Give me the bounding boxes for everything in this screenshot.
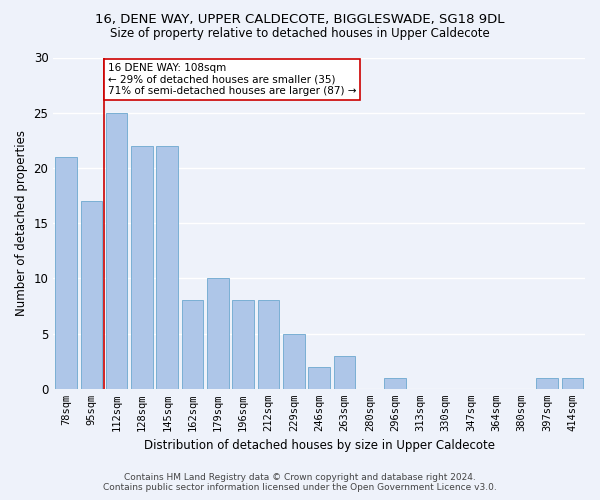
Y-axis label: Number of detached properties: Number of detached properties — [15, 130, 28, 316]
Bar — [258, 300, 279, 389]
Text: Size of property relative to detached houses in Upper Caldecote: Size of property relative to detached ho… — [110, 28, 490, 40]
Bar — [55, 157, 77, 389]
Bar — [334, 356, 355, 389]
Bar — [232, 300, 254, 389]
Bar — [106, 112, 127, 389]
Text: 16, DENE WAY, UPPER CALDECOTE, BIGGLESWADE, SG18 9DL: 16, DENE WAY, UPPER CALDECOTE, BIGGLESWA… — [95, 12, 505, 26]
X-axis label: Distribution of detached houses by size in Upper Caldecote: Distribution of detached houses by size … — [143, 440, 494, 452]
Bar — [562, 378, 583, 389]
Bar — [182, 300, 203, 389]
Text: Contains HM Land Registry data © Crown copyright and database right 2024.
Contai: Contains HM Land Registry data © Crown c… — [103, 473, 497, 492]
Bar — [385, 378, 406, 389]
Bar — [283, 334, 305, 389]
Text: 16 DENE WAY: 108sqm
← 29% of detached houses are smaller (35)
71% of semi-detach: 16 DENE WAY: 108sqm ← 29% of detached ho… — [108, 63, 356, 96]
Bar — [536, 378, 558, 389]
Bar — [80, 201, 102, 389]
Bar — [131, 146, 152, 389]
Bar — [308, 366, 330, 389]
Bar — [157, 146, 178, 389]
Bar — [207, 278, 229, 389]
